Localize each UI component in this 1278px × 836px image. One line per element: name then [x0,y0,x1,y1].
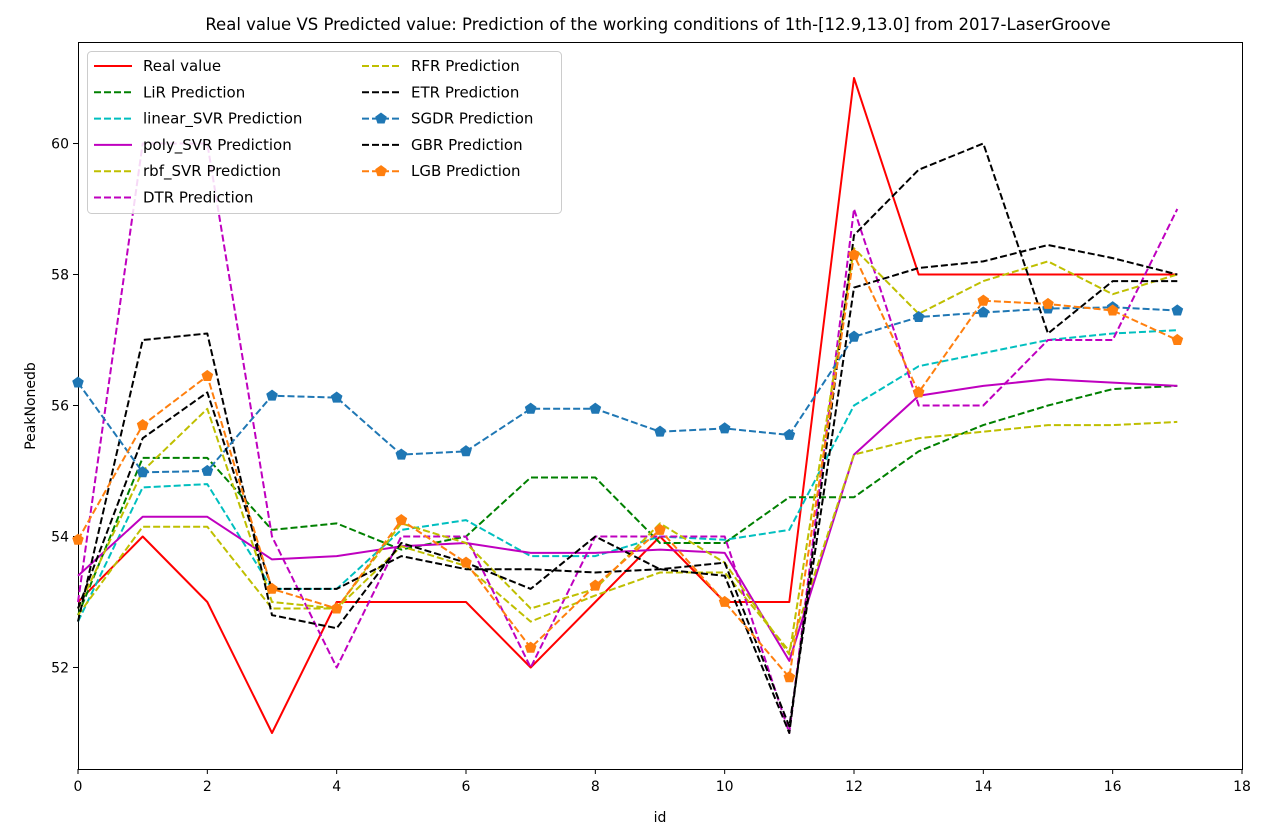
data-point-lgb-prediction [330,602,343,614]
data-point-sgdr-prediction [783,428,796,440]
legend-label-rfr-prediction: RFR Prediction [411,57,520,75]
data-point-lgb-prediction [201,369,214,381]
data-point-lgb-prediction [72,533,84,545]
series-dtr-prediction [77,142,1179,734]
legend-label-lir-prediction: LiR Prediction [143,83,245,101]
series-line-dtr-prediction [77,142,1179,734]
legend-label-dtr-prediction: DTR Prediction [143,189,253,207]
x-tick-label: 2 [203,779,212,795]
data-point-lgb-prediction [589,579,602,591]
data-point-sgdr-prediction [977,306,990,318]
plot-area [72,77,1184,734]
legend-label-rbf-svr-prediction: rbf_SVR Prediction [143,162,281,181]
chart-title: Real value VS Predicted value: Predictio… [205,15,1110,34]
series-line-real-value [77,77,1178,734]
x-tick-label: 16 [1104,779,1122,795]
data-point-lgb-prediction [977,294,990,306]
series-sgdr-prediction [72,301,1184,478]
legend: Real value LiR Prediction linear_SVR Predi… [87,51,562,214]
data-point-lgb-prediction [266,582,278,594]
data-point-sgdr-prediction [395,448,408,460]
data-point-lgb-prediction [1042,297,1054,309]
y-axis: 52 54 56 58 60 [51,137,78,676]
y-tick-label: 58 [51,268,69,284]
data-point-sgdr-prediction [266,389,278,401]
x-tick-label: 18 [1233,779,1251,795]
legend-label-linear-svr-prediction: linear_SVR Prediction [143,110,302,129]
series-rbf-svr-prediction [77,420,1178,653]
data-point-sgdr-prediction [912,310,925,322]
x-tick-label: 0 [74,779,83,795]
series-lir-prediction [77,384,1178,616]
plot-frame [78,42,1243,770]
data-point-sgdr-prediction [718,422,731,434]
series-line-lir-prediction [77,384,1178,616]
data-point-lgb-prediction [395,513,408,526]
x-tick-label: 10 [716,779,734,795]
series-etr-prediction [77,142,1178,734]
x-axis: 0 2 4 6 8 10 12 14 16 18 [74,769,1251,795]
data-point-sgdr-prediction [654,425,666,437]
x-axis-label: id [654,810,667,826]
x-tick-label: 8 [591,779,600,795]
y-tick-label: 60 [51,137,69,153]
data-point-lgb-prediction [654,523,666,535]
data-point-sgdr-prediction [330,391,343,403]
legend-box [87,51,562,214]
data-point-lgb-prediction [718,595,731,607]
x-tick-label: 12 [845,779,863,795]
data-point-lgb-prediction [848,248,860,260]
series-lgb-prediction [72,248,1184,683]
data-point-lgb-prediction [783,671,796,683]
x-tick-label: 6 [462,779,471,795]
data-point-lgb-prediction [460,556,472,568]
data-point-sgdr-prediction [136,466,149,478]
data-point-lgb-prediction [912,386,925,398]
legend-label-etr-prediction: ETR Prediction [411,83,519,101]
y-tick-label: 56 [51,399,69,415]
legend-marker-sgdr-prediction [375,112,387,124]
series-line-sgdr-prediction [77,306,1178,474]
data-point-lgb-prediction [1171,333,1184,345]
data-point-sgdr-prediction [460,445,472,457]
x-tick-label: 4 [332,779,341,795]
y-tick-label: 54 [51,529,69,545]
data-point-sgdr-prediction [72,376,84,388]
legend-marker-lgb-prediction [375,165,387,177]
data-point-sgdr-prediction [201,464,214,476]
data-point-lgb-prediction [1106,304,1119,316]
series-line-poly-svr-prediction [77,378,1178,662]
data-point-sgdr-prediction [1171,304,1184,316]
data-point-sgdr-prediction [524,402,537,414]
series-line-lgb-prediction [77,253,1178,679]
data-point-sgdr-prediction [589,402,602,414]
series-poly-svr-prediction [77,378,1178,662]
legend-label-sgdr-prediction: SGDR Prediction [411,110,533,128]
y-axis-label: PeakNonedb [23,362,39,450]
y-tick-label: 52 [51,660,69,676]
legend-label-real-value: Real value [143,57,221,75]
series-real-value [77,77,1178,734]
legend-label-poly-svr-prediction: poly_SVR Prediction [143,136,292,155]
data-point-sgdr-prediction [848,330,860,342]
data-point-lgb-prediction [136,418,149,431]
x-tick-label: 14 [974,779,992,795]
series-line-rbf-svr-prediction [77,420,1178,653]
legend-label-lgb-prediction: LGB Prediction [411,162,521,180]
series-line-etr-prediction [77,142,1178,734]
legend-label-gbr-prediction: GBR Prediction [411,136,523,154]
data-point-lgb-prediction [524,641,537,653]
